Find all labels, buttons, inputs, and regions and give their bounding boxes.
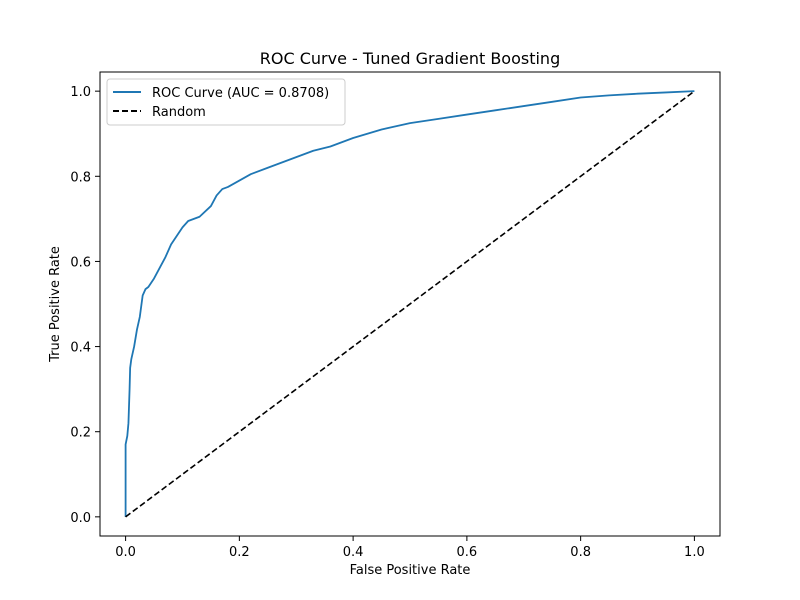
axes-frame: [99, 71, 721, 537]
y-tick-label: 0.2: [70, 426, 91, 441]
plot-area: [124, 90, 695, 518]
y-axis: 0.0 0.2 0.4 0.6 0.8 1.0: [70, 85, 100, 526]
x-axis-label: False Positive Rate: [350, 563, 471, 578]
x-axis: 0.0 0.2 0.4 0.6 0.8 1.0: [115, 536, 705, 560]
legend-label-roc: ROC Curve (AUC = 0.8708): [152, 86, 329, 101]
y-tick-label: 0.4: [70, 341, 91, 356]
x-tick-label: 0.4: [343, 545, 364, 560]
y-tick-label: 0.8: [70, 170, 91, 185]
x-tick-label: 0.0: [115, 545, 136, 560]
y-tick-label: 0.0: [70, 511, 91, 526]
y-tick-label: 0.6: [70, 255, 91, 270]
x-tick-label: 0.6: [457, 545, 478, 560]
chart-title: ROC Curve - Tuned Gradient Boosting: [260, 49, 560, 68]
y-axis-label: True Positive Rate: [48, 246, 63, 363]
legend: ROC Curve (AUC = 0.8708) Random: [106, 78, 346, 126]
random-baseline-line: [125, 90, 695, 518]
x-tick-label: 0.8: [570, 545, 591, 560]
x-tick-label: 0.2: [229, 545, 250, 560]
legend-box: [106, 78, 346, 126]
y-tick-label: 1.0: [70, 85, 91, 100]
roc-curve-line: [124, 90, 695, 517]
legend-label-random: Random: [152, 105, 206, 120]
x-tick-label: 1.0: [684, 545, 705, 560]
